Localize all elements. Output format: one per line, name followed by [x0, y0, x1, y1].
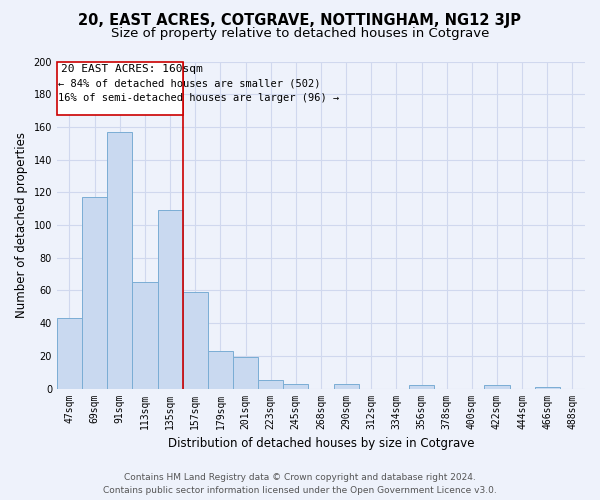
Text: Contains HM Land Registry data © Crown copyright and database right 2024.
Contai: Contains HM Land Registry data © Crown c…	[103, 473, 497, 495]
Bar	[233, 358, 258, 388]
Bar	[57, 318, 82, 388]
X-axis label: Distribution of detached houses by size in Cotgrave: Distribution of detached houses by size …	[168, 437, 474, 450]
Bar	[535, 387, 560, 388]
Text: ← 84% of detached houses are smaller (502): ← 84% of detached houses are smaller (50…	[58, 78, 320, 88]
Text: 20 EAST ACRES: 160sqm: 20 EAST ACRES: 160sqm	[61, 64, 202, 74]
Bar	[182, 292, 208, 388]
Bar	[258, 380, 283, 388]
Bar	[484, 386, 509, 388]
Bar	[133, 282, 158, 389]
Bar	[107, 132, 133, 388]
Bar	[208, 351, 233, 389]
Bar	[158, 210, 182, 388]
Text: 16% of semi-detached houses are larger (96) →: 16% of semi-detached houses are larger (…	[58, 94, 340, 104]
Bar	[283, 384, 308, 388]
Bar	[334, 384, 359, 388]
Text: 20, EAST ACRES, COTGRAVE, NOTTINGHAM, NG12 3JP: 20, EAST ACRES, COTGRAVE, NOTTINGHAM, NG…	[79, 12, 521, 28]
Bar	[82, 197, 107, 388]
Y-axis label: Number of detached properties: Number of detached properties	[15, 132, 28, 318]
Text: Size of property relative to detached houses in Cotgrave: Size of property relative to detached ho…	[111, 28, 489, 40]
FancyBboxPatch shape	[57, 62, 182, 116]
Bar	[409, 386, 434, 388]
